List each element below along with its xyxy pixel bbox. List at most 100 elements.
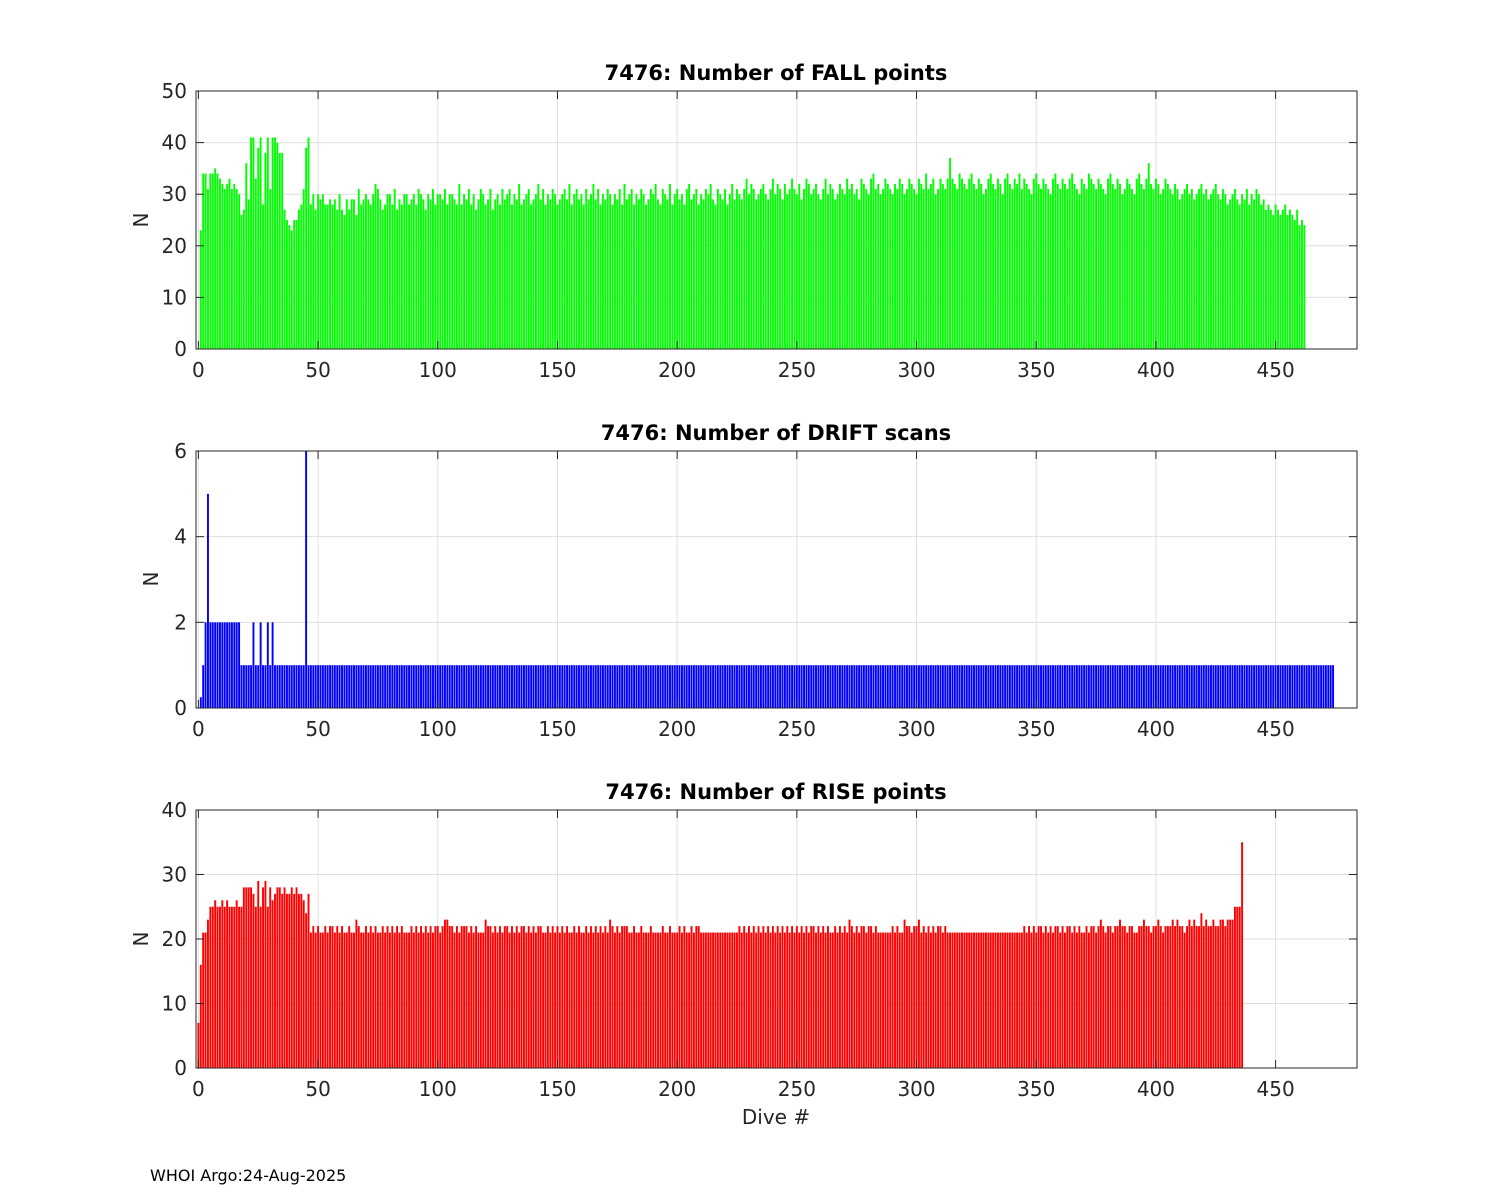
bar (951, 178, 954, 349)
bar (336, 926, 339, 1068)
bar (736, 932, 738, 1068)
bar (867, 665, 870, 708)
bar (652, 194, 655, 349)
bar (1195, 926, 1198, 1068)
bar (355, 665, 358, 708)
bar (877, 183, 880, 349)
bar (752, 665, 755, 708)
bar (606, 932, 609, 1068)
bar (724, 189, 726, 349)
bar (731, 665, 734, 708)
bar (1181, 665, 1184, 708)
bar (369, 204, 372, 349)
bar (341, 209, 343, 349)
bar (319, 199, 322, 349)
bar (640, 189, 643, 349)
bar (645, 204, 647, 349)
bar (1248, 204, 1251, 349)
bar (850, 926, 853, 1068)
ticks: 0 50 100 150 200 250 300 350 400 450 0 10 20 30 40 (162, 798, 1357, 1101)
bar (1291, 665, 1294, 708)
bar (228, 622, 231, 708)
bar (405, 932, 408, 1068)
bar (360, 204, 363, 349)
bar (484, 665, 487, 708)
bar (944, 926, 947, 1068)
bar (446, 665, 449, 708)
bar (1238, 665, 1241, 708)
bar (1241, 842, 1244, 1068)
bar (546, 665, 549, 708)
bar (379, 932, 382, 1068)
y-axis-label: N (129, 213, 153, 228)
x-tick-label: 150 (538, 358, 576, 382)
bar (956, 189, 959, 349)
bar (956, 665, 959, 708)
bar (240, 906, 243, 1068)
bar (427, 932, 430, 1068)
x-tick-label: 250 (778, 358, 816, 382)
bar (1095, 932, 1098, 1068)
bar (1016, 665, 1019, 708)
bar (1169, 926, 1172, 1068)
bar (776, 665, 779, 708)
x-tick-label: 100 (419, 1077, 457, 1101)
bar (530, 204, 533, 349)
bar (685, 665, 688, 708)
bar (599, 204, 602, 349)
bar (566, 199, 568, 349)
bar (913, 665, 916, 708)
bar (1126, 178, 1129, 349)
bar (671, 204, 674, 349)
bar (831, 189, 834, 349)
bar (300, 893, 303, 1068)
bar (810, 194, 813, 349)
bar (333, 199, 336, 349)
bar (1099, 665, 1102, 708)
bar (563, 665, 566, 708)
bar (896, 926, 899, 1068)
bar (965, 932, 968, 1068)
bar (247, 199, 250, 349)
bar (613, 194, 616, 349)
bar (783, 183, 786, 349)
bar (1030, 194, 1033, 349)
bar (752, 926, 755, 1068)
x-tick-label: 300 (897, 1077, 935, 1101)
bar (245, 163, 248, 349)
bar (235, 900, 238, 1068)
bar (374, 926, 377, 1068)
y-tick-label: 50 (162, 79, 187, 103)
bar (393, 665, 396, 708)
bar (1107, 926, 1110, 1068)
bar (1087, 932, 1090, 1068)
bar (894, 183, 896, 349)
bar (1166, 665, 1169, 708)
bar (441, 665, 444, 708)
bar (403, 665, 406, 708)
bar (367, 199, 370, 349)
bar (657, 932, 659, 1068)
bar (211, 906, 214, 1068)
bar (587, 199, 590, 349)
bar (448, 926, 451, 1068)
bar (218, 178, 221, 349)
bar (1020, 932, 1023, 1068)
bar (396, 209, 399, 349)
bar (932, 665, 935, 708)
bar (889, 189, 892, 349)
bar (204, 173, 207, 349)
bar (348, 926, 351, 1068)
bar (755, 199, 758, 349)
bar (479, 189, 482, 349)
bar (745, 665, 748, 708)
bar (609, 919, 612, 1068)
bar (1166, 183, 1169, 349)
bar (925, 665, 928, 708)
bar (862, 665, 865, 708)
bar (542, 189, 545, 349)
bar (422, 665, 425, 708)
bar (499, 204, 501, 349)
bars (197, 842, 1244, 1068)
bar (1190, 665, 1193, 708)
